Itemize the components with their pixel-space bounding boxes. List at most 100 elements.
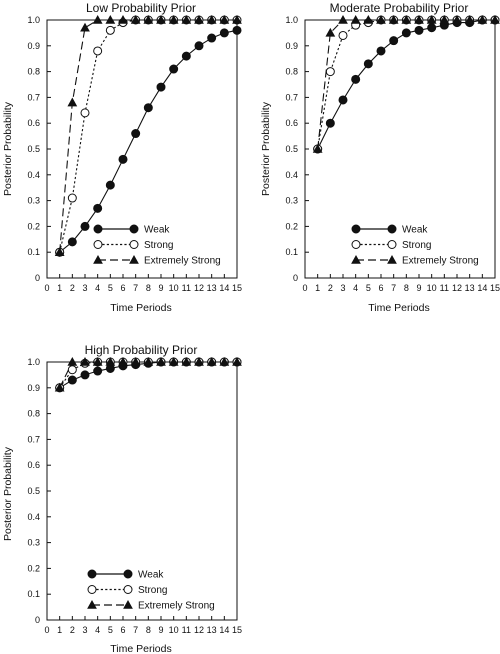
data-point xyxy=(351,74,361,84)
data-point xyxy=(169,64,179,74)
legend: Weak Strong Extremely Strong xyxy=(93,224,221,267)
data-point xyxy=(105,180,115,190)
legend-marker xyxy=(351,254,361,264)
series-line xyxy=(59,361,237,389)
chart-title: Moderate Probability Prior xyxy=(330,1,469,15)
x-tick-label: 1 xyxy=(315,283,320,293)
y-tick-label: 0.8 xyxy=(27,67,40,77)
legend-marker xyxy=(87,569,97,579)
y-tick-label: 0.9 xyxy=(27,383,40,393)
data-point xyxy=(80,22,90,32)
legend-marker xyxy=(87,599,97,609)
legend: Weak Strong Extremely Strong xyxy=(87,569,215,612)
x-tick-label: 3 xyxy=(82,283,87,293)
data-point xyxy=(194,14,204,24)
data-point xyxy=(363,59,373,69)
data-point xyxy=(426,14,437,24)
legend-label: Extremely Strong xyxy=(138,601,215,612)
data-point xyxy=(168,14,179,24)
chart-moderate-prior: Moderate Probability Prior Posterior Pro… xyxy=(260,1,500,314)
y-tick-label: 0.4 xyxy=(285,170,298,180)
y-tick-label: 0.2 xyxy=(27,563,40,573)
legend-marker xyxy=(129,224,139,234)
data-point xyxy=(325,67,335,77)
data-point xyxy=(207,33,217,43)
y-axis-label: Posterior Probability xyxy=(2,101,14,196)
x-tick-label: 15 xyxy=(232,283,242,293)
x-tick-label: 0 xyxy=(302,283,307,293)
y-tick-label: 0 xyxy=(293,273,298,283)
data-point xyxy=(194,356,204,366)
legend-marker xyxy=(351,224,361,234)
data-point xyxy=(67,237,77,247)
x-tick-label: 14 xyxy=(477,283,487,293)
data-point xyxy=(181,14,192,24)
data-point xyxy=(143,14,154,24)
data-point xyxy=(325,118,335,128)
data-point xyxy=(143,103,153,113)
data-point xyxy=(194,41,204,51)
x-tick-label: 4 xyxy=(95,283,100,293)
data-point xyxy=(477,14,488,24)
legend-marker xyxy=(129,254,139,264)
data-point xyxy=(118,154,128,164)
y-tick-label: 0.2 xyxy=(285,221,298,231)
legend-label: Strong xyxy=(138,585,167,596)
legend-marker xyxy=(351,240,361,249)
x-tick-label: 14 xyxy=(219,283,229,293)
data-point xyxy=(325,27,336,37)
x-tick-label: 4 xyxy=(353,283,358,293)
x-tick-label: 7 xyxy=(133,625,138,635)
plot-frame xyxy=(46,361,238,621)
y-tick-label: 0.2 xyxy=(27,221,40,231)
x-tick-label: 13 xyxy=(207,283,217,293)
data-point xyxy=(67,356,78,366)
data-point xyxy=(219,28,229,38)
x-tick-label: 15 xyxy=(490,283,500,293)
data-point xyxy=(338,95,348,105)
data-point xyxy=(414,14,424,24)
data-point xyxy=(130,356,141,366)
data-point xyxy=(350,14,361,24)
x-tick-label: 12 xyxy=(452,283,462,293)
data-point xyxy=(338,30,348,40)
data-point xyxy=(414,25,424,35)
x-tick-label: 11 xyxy=(440,283,449,293)
x-tick-label: 14 xyxy=(219,625,229,635)
chart-low-prior: Low Probability Prior Posterior Probabil… xyxy=(2,1,242,314)
data-point xyxy=(93,46,103,56)
x-tick-label: 10 xyxy=(427,283,437,293)
legend-marker xyxy=(87,585,97,594)
x-tick-label: 15 xyxy=(232,625,242,635)
x-tick-label: 11 xyxy=(182,625,191,635)
y-tick-label: 0.9 xyxy=(285,41,298,51)
legend-marker xyxy=(387,240,397,249)
legend-label: Strong xyxy=(144,240,173,251)
y-tick-label: 0 xyxy=(35,273,40,283)
y-tick-label: 0 xyxy=(35,615,40,625)
legend-label: Extremely Strong xyxy=(402,256,479,267)
data-point xyxy=(93,366,103,376)
x-tick-label: 2 xyxy=(70,283,75,293)
x-tick-label: 8 xyxy=(146,625,151,635)
data-point xyxy=(105,14,116,24)
legend-label: Weak xyxy=(144,225,170,236)
legend-marker xyxy=(123,585,133,594)
y-tick-label: 0.7 xyxy=(285,92,298,102)
x-tick-label: 11 xyxy=(182,283,191,293)
data-point xyxy=(156,356,166,366)
x-tick-label: 5 xyxy=(366,283,371,293)
data-point xyxy=(181,51,191,61)
y-tick-label: 0.3 xyxy=(285,196,298,206)
data-point xyxy=(118,14,128,24)
x-tick-label: 6 xyxy=(120,625,125,635)
data-point xyxy=(92,356,103,366)
data-point xyxy=(118,356,128,366)
data-point xyxy=(232,25,242,35)
x-tick-label: 12 xyxy=(194,625,204,635)
legend-marker xyxy=(129,240,139,249)
x-tick-label: 8 xyxy=(146,283,151,293)
data-point xyxy=(54,247,65,256)
data-point xyxy=(156,14,166,24)
data-point xyxy=(312,143,323,153)
